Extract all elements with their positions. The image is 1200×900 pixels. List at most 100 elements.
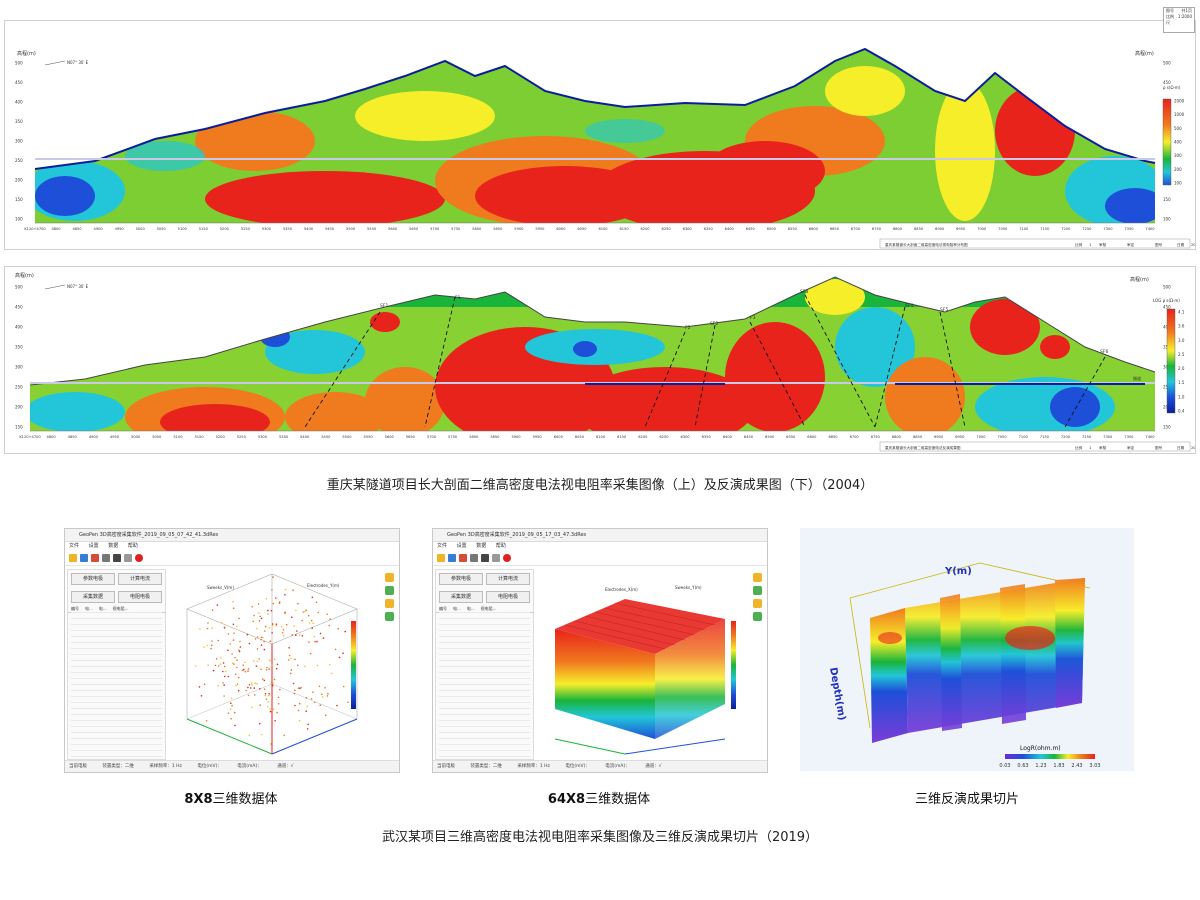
- menu-item[interactable]: 设置: [88, 543, 99, 549]
- scatter-point: [277, 696, 280, 699]
- title-block-cell: 审定: [1127, 242, 1135, 247]
- scatter-point: [288, 647, 290, 649]
- tool-icon[interactable]: [470, 554, 478, 562]
- title-block-cell: 重庆某隧道长大剖面二维高密度电法视电阻率分布图: [885, 242, 968, 247]
- scatter-point: [295, 609, 297, 612]
- tool-icon[interactable]: [384, 586, 394, 595]
- x-tick-label: 5650: [406, 435, 416, 439]
- scatter-point: [295, 634, 297, 636]
- scatter-point: [231, 653, 233, 655]
- tool-icon[interactable]: [752, 599, 762, 608]
- menu-item[interactable]: 数据: [476, 543, 487, 549]
- scatter-point: [326, 695, 329, 697]
- table-header: 电...: [453, 606, 461, 611]
- y-tick-label: 500: [15, 285, 23, 290]
- status-item: 装置类型：二维: [102, 764, 134, 769]
- x-tick-label: 5300: [262, 227, 272, 231]
- x-tick-label: 5350: [283, 227, 293, 231]
- y-tick-label: 100: [15, 217, 23, 222]
- scatter-point: [264, 625, 267, 628]
- tool-icon[interactable]: [752, 586, 762, 595]
- tool-icon[interactable]: [752, 612, 762, 621]
- scatter-point: [338, 656, 341, 659]
- scatter-point: [294, 658, 296, 661]
- panel-button[interactable]: 采集数据: [439, 591, 483, 603]
- x-tick-label: 5700: [430, 227, 440, 231]
- status-item: 电流(mA)：: [605, 764, 630, 769]
- scatter-point: [284, 588, 287, 591]
- menu-item[interactable]: 数据: [108, 543, 119, 549]
- fault-label: SF1: [380, 303, 388, 309]
- tool-icon[interactable]: [384, 599, 394, 608]
- scatter-point: [232, 662, 234, 665]
- settings-icon[interactable]: [113, 554, 121, 562]
- scatter-point: [313, 635, 316, 638]
- tool-icon[interactable]: [102, 554, 110, 562]
- scatter-point: [279, 688, 281, 691]
- scatter-point: [313, 701, 316, 704]
- scatter-point: [263, 679, 266, 682]
- tool-icon[interactable]: [384, 573, 394, 582]
- panel-button[interactable]: 计算电流: [118, 573, 162, 585]
- scatter-point: [227, 675, 230, 678]
- scatter-point: [289, 672, 292, 675]
- stop-icon[interactable]: [503, 554, 511, 562]
- y-tick-label: 150: [15, 197, 23, 202]
- menu-item[interactable]: 文件: [437, 543, 448, 549]
- corner-box: 图号 共1页 比例尺 1:2000: [1163, 7, 1195, 33]
- scatter-point: [288, 659, 290, 661]
- x-tick-label: 5700: [427, 435, 437, 439]
- window-title: GeoPen 3D高密度采集软件_2019_09_05_17_03_47.3dR…: [433, 529, 767, 542]
- x-tick-label: 7150: [1040, 227, 1050, 231]
- data-table[interactable]: [71, 612, 162, 757]
- save-icon[interactable]: [448, 554, 456, 562]
- y-tick-label: 300: [15, 139, 23, 144]
- help-icon[interactable]: [124, 554, 132, 562]
- x-tick-label: 6900: [935, 227, 945, 231]
- panel-button[interactable]: 参数电极: [71, 573, 115, 585]
- menu-item[interactable]: 帮助: [495, 543, 506, 549]
- label-64x8: 64X8三维数据体: [432, 788, 766, 807]
- scatter-point: [290, 669, 293, 671]
- open-icon[interactable]: [437, 554, 445, 562]
- chart-icon[interactable]: [91, 554, 99, 562]
- scatter-point: [318, 685, 321, 688]
- scatter-point: [203, 646, 205, 648]
- x-tick-label: 6450: [744, 435, 754, 439]
- x-tick-label: 5850: [493, 227, 503, 231]
- tool-icon[interactable]: [752, 573, 762, 582]
- menu-item[interactable]: 帮助: [127, 543, 138, 549]
- chart-icon[interactable]: [459, 554, 467, 562]
- 3d-volume-plot[interactable]: Electrodes_X(m) Sweeks_Y(m): [535, 569, 745, 760]
- colorbar: [351, 621, 356, 709]
- scatter-point: [256, 660, 259, 663]
- colorbar: [1005, 754, 1095, 759]
- panel-button[interactable]: 参数电极: [439, 573, 483, 585]
- scatter-point: [298, 719, 301, 722]
- panel-button[interactable]: 电阻电极: [118, 591, 162, 603]
- help-icon[interactable]: [492, 554, 500, 562]
- x-tick-label: 4900: [89, 435, 99, 439]
- legend-label: 0.4: [1178, 409, 1185, 414]
- status-bar: 当前电极 装置类型：二维 采样频率：1 Hz 电位(mV)： 电流(mA)： 通…: [433, 760, 767, 772]
- tool-icon[interactable]: [384, 612, 394, 621]
- scatter-point: [316, 640, 318, 643]
- open-icon[interactable]: [69, 554, 77, 562]
- panel-button[interactable]: 电阻电极: [486, 591, 530, 603]
- x-tick-label: 7300: [1103, 435, 1113, 439]
- panel-button[interactable]: 计算电流: [486, 573, 530, 585]
- menu-item[interactable]: 设置: [456, 543, 467, 549]
- stop-icon[interactable]: [135, 554, 143, 562]
- scatter-point: [315, 601, 318, 604]
- menu-item[interactable]: 文件: [69, 543, 80, 549]
- panel-button[interactable]: 采集数据: [71, 591, 115, 603]
- settings-icon[interactable]: [481, 554, 489, 562]
- scatter-point: [271, 632, 273, 634]
- data-table[interactable]: [439, 612, 530, 757]
- scatter-point: [227, 649, 229, 652]
- scatter-point: [248, 734, 251, 737]
- scatter-point: [205, 720, 208, 722]
- save-icon[interactable]: [80, 554, 88, 562]
- 3d-scatter-plot[interactable]: Sweeks_V(m) Electrodes_Y(m): [167, 569, 377, 760]
- x-tick-label: 6950: [956, 227, 966, 231]
